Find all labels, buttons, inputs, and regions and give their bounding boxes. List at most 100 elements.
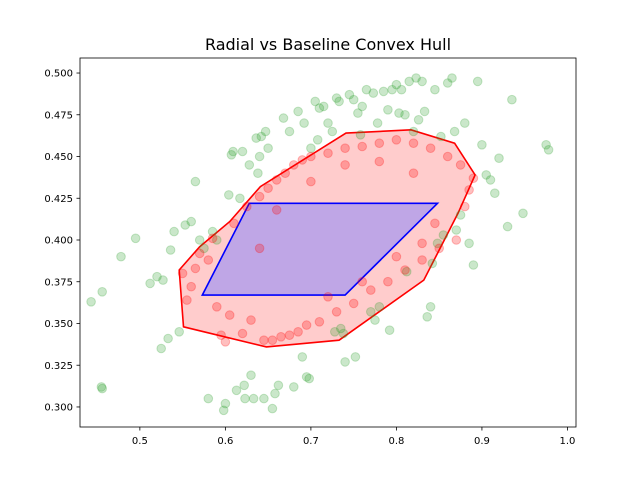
red-scatter-point	[408, 168, 419, 178]
red-scatter-point	[455, 160, 466, 170]
red-scatter-point	[417, 255, 427, 265]
green-scatter-point	[490, 188, 500, 198]
green-scatter-point	[203, 393, 214, 404]
red-scatter-point	[357, 141, 368, 152]
green-scatter-point	[156, 343, 166, 354]
red-scatter-point	[430, 218, 440, 229]
green-scatter-point	[350, 352, 361, 362]
green-scatter-point	[357, 101, 368, 112]
green-scatter-point	[361, 84, 372, 95]
red-scatter-point	[434, 243, 445, 254]
green-scatter-point	[96, 382, 107, 392]
green-scatter-point	[310, 96, 321, 107]
green-scatter-point	[355, 130, 366, 140]
green-scatter-point	[408, 126, 419, 137]
green-scatter-point	[427, 258, 438, 269]
red-scatter-point	[464, 185, 474, 195]
green-scatter-point	[165, 245, 176, 255]
y-tick-label: 0.475	[44, 110, 73, 121]
y-tick-label: 0.350	[44, 319, 73, 330]
red-scatter-point	[263, 183, 273, 193]
axes-frame	[79, 57, 577, 428]
green-scatter-point	[477, 140, 487, 150]
red-scatter-point	[400, 265, 410, 275]
axes-layer: 0.5 0.6 0.7 0.8 0.9 1.0 0.300 0.325 0.350 0.375 0.…	[44, 57, 577, 447]
green-scatter-point	[472, 76, 483, 87]
green-scatter-point	[411, 73, 421, 83]
red-scatter-point	[237, 328, 248, 339]
green-scatter-point	[267, 403, 278, 414]
green-scatter-point	[254, 151, 265, 162]
green-scatter-point	[372, 118, 383, 128]
green-scatter-point	[481, 170, 492, 180]
red-scatter-point	[408, 138, 419, 148]
green-scatter-point	[231, 385, 242, 396]
green-scatter-point	[432, 238, 443, 249]
green-scatter-point	[130, 233, 141, 244]
green-scatter-point	[253, 168, 263, 178]
red-scatter-point	[254, 243, 265, 254]
green-scatter-point	[190, 176, 201, 187]
baseline-hull-polygon	[200, 202, 440, 296]
green-scatter-point	[226, 150, 237, 160]
green-scatter-point	[331, 93, 342, 103]
green-scatter-point	[391, 79, 402, 90]
red-scatter-point	[271, 175, 282, 185]
red-scatter-point	[212, 302, 222, 312]
y-tick-label: 0.375	[44, 277, 73, 288]
green-scatter-point	[417, 76, 427, 87]
red-scatter-point	[254, 191, 265, 202]
green-scatter-point	[224, 190, 234, 200]
red-scatter-point	[297, 155, 308, 165]
green-scatter-point	[306, 143, 316, 153]
green-scatter-point	[263, 143, 273, 153]
red-scatter-point	[194, 248, 205, 259]
green-scatter-point	[543, 145, 554, 155]
green-scatter-point	[451, 225, 462, 235]
red-scatter-point	[280, 168, 291, 178]
green-scatter-point	[340, 357, 350, 367]
x-tick-label: 0.7	[303, 436, 319, 447]
green-scatter-point	[366, 307, 376, 317]
green-scatter-point	[348, 94, 359, 105]
green-scatter-point	[212, 235, 222, 245]
green-scatter-point	[344, 89, 355, 100]
green-scatter-point	[323, 118, 333, 128]
red-scatter-point	[425, 143, 436, 153]
green-scatter-point	[86, 297, 96, 307]
red-scatter-point	[340, 160, 350, 170]
green-scatter-point	[239, 380, 249, 391]
green-scatter-point	[404, 76, 415, 87]
red-scatter-point	[374, 156, 385, 167]
green-scatter-point	[220, 398, 231, 409]
red-scatter-point	[284, 330, 295, 341]
red-scatter-point	[267, 335, 278, 346]
green-scatter-point	[314, 103, 325, 113]
red-scatter-point	[391, 135, 402, 145]
green-scatter-point	[400, 110, 410, 120]
red-scatter-point	[374, 138, 385, 148]
green-scatter-point	[301, 372, 312, 382]
green-scatter-point	[169, 226, 179, 237]
green-scatter-point	[270, 388, 280, 399]
green-scatter-point	[438, 230, 449, 240]
green-scatter-point	[327, 126, 338, 137]
green-scatter-point	[194, 235, 205, 245]
green-scatter-point	[186, 216, 196, 227]
green-scatter-point	[464, 238, 474, 249]
y-tick-label: 0.500	[44, 69, 73, 80]
y-tick-label: 0.450	[44, 152, 73, 163]
green-scatter-point	[460, 118, 470, 128]
red-scatter-point	[203, 255, 214, 265]
green-scatter-point	[422, 312, 433, 322]
green-scatter-point	[273, 380, 284, 391]
green-scatter-point	[228, 146, 238, 157]
green-scatter-point	[145, 278, 155, 289]
green-scatter-point	[336, 323, 346, 334]
red-scatter-point	[301, 320, 312, 330]
green-scatter-point	[413, 115, 424, 125]
red-scatter-point	[293, 327, 303, 337]
red-scatter-point	[271, 205, 282, 215]
green-scatter-point	[518, 208, 528, 219]
green-scatter-point	[374, 302, 385, 312]
